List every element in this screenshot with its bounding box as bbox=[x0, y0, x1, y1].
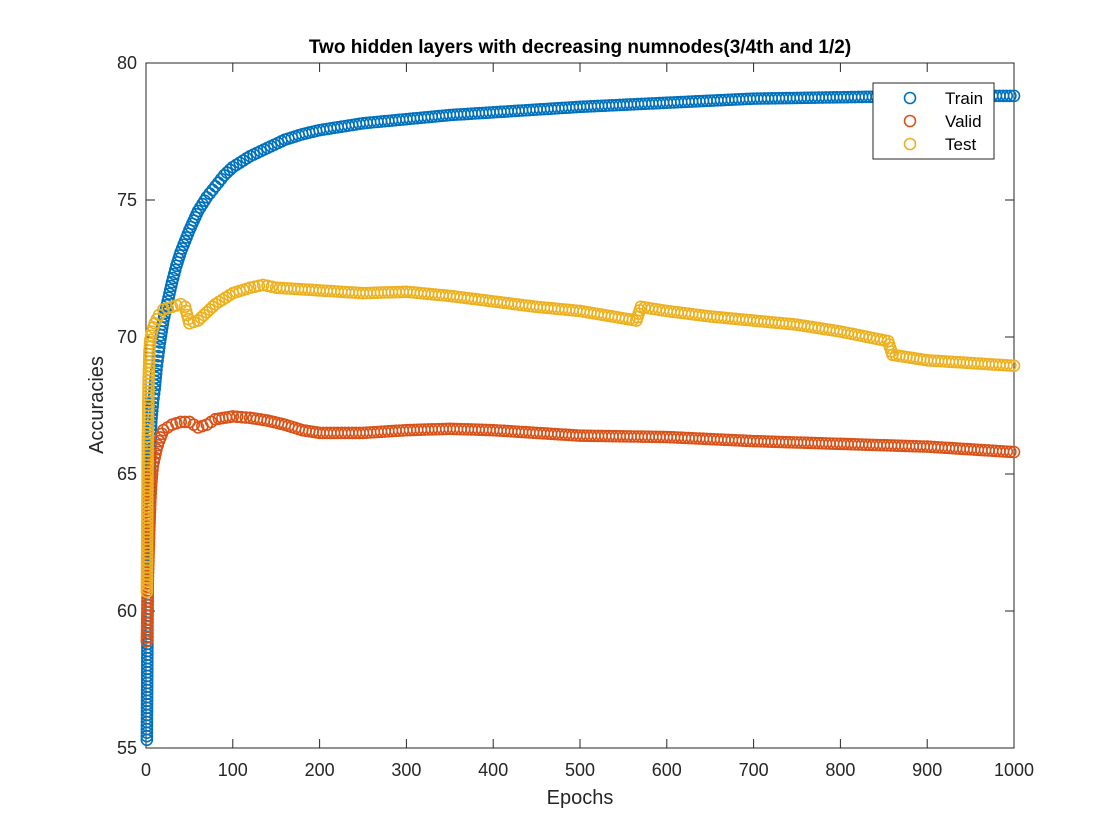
data-series bbox=[140, 89, 1021, 747]
data-point bbox=[1000, 445, 1014, 458]
legend[interactable]: Train Valid Test bbox=[872, 82, 995, 160]
data-point bbox=[252, 279, 266, 293]
x-tick-label: 0 bbox=[141, 760, 151, 780]
data-point bbox=[226, 410, 240, 423]
y-axis-label: Accuracies bbox=[86, 356, 108, 454]
data-point bbox=[149, 371, 163, 384]
data-point bbox=[178, 415, 192, 429]
data-point bbox=[151, 349, 165, 363]
x-tick-label: 700 bbox=[739, 760, 769, 780]
data-point bbox=[1004, 89, 1017, 103]
data-point bbox=[235, 410, 248, 424]
data-point bbox=[174, 415, 188, 429]
data-point bbox=[256, 278, 270, 292]
x-axis-label: Epochs bbox=[547, 787, 614, 809]
y-tick-label: 75 bbox=[117, 190, 137, 210]
data-point bbox=[1000, 359, 1014, 372]
y-tick-label: 55 bbox=[117, 738, 137, 758]
x-tick-label: 800 bbox=[825, 760, 855, 780]
plot-area-box bbox=[145, 62, 1015, 749]
data-point bbox=[261, 279, 274, 293]
data-point bbox=[1007, 89, 1021, 103]
y-tick-label: 70 bbox=[117, 327, 137, 347]
legend-box bbox=[872, 82, 995, 160]
data-point bbox=[149, 367, 163, 381]
data-point bbox=[243, 281, 257, 294]
legend-marker-train bbox=[903, 91, 917, 105]
data-point bbox=[230, 410, 244, 424]
data-point bbox=[1004, 445, 1017, 459]
series-valid bbox=[140, 410, 1021, 648]
x-tick-label: 100 bbox=[218, 760, 248, 780]
data-point bbox=[1007, 445, 1021, 459]
legend-label-train: Train bbox=[945, 89, 983, 108]
data-point bbox=[143, 337, 157, 350]
data-point bbox=[150, 363, 163, 377]
legend-label-test: Test bbox=[945, 135, 976, 154]
y-tick-label: 60 bbox=[117, 601, 137, 621]
legend-marker-test bbox=[903, 137, 917, 151]
axes: 0 100 200 300 400 500 600 700 800 900 1000 55 60 65 70… bbox=[117, 53, 1034, 780]
y-tick-label: 80 bbox=[117, 53, 137, 73]
data-point bbox=[1007, 359, 1021, 373]
series-test bbox=[140, 278, 1021, 599]
x-tick-label: 600 bbox=[652, 760, 682, 780]
x-tick-label: 400 bbox=[478, 760, 508, 780]
x-tick-label: 300 bbox=[391, 760, 421, 780]
legend-label-valid: Valid bbox=[945, 112, 982, 131]
data-point bbox=[1000, 89, 1014, 103]
chart-title: Two hidden layers with decreasing numnod… bbox=[309, 37, 851, 58]
y-tick-label: 65 bbox=[117, 464, 137, 484]
data-point bbox=[1004, 359, 1017, 372]
x-tick-label: 500 bbox=[565, 760, 595, 780]
x-tick-label: 200 bbox=[305, 760, 335, 780]
legend-marker-valid bbox=[903, 114, 917, 128]
x-tick-label: 1000 bbox=[994, 760, 1034, 780]
data-point bbox=[248, 280, 261, 294]
x-tick-label: 900 bbox=[912, 760, 942, 780]
